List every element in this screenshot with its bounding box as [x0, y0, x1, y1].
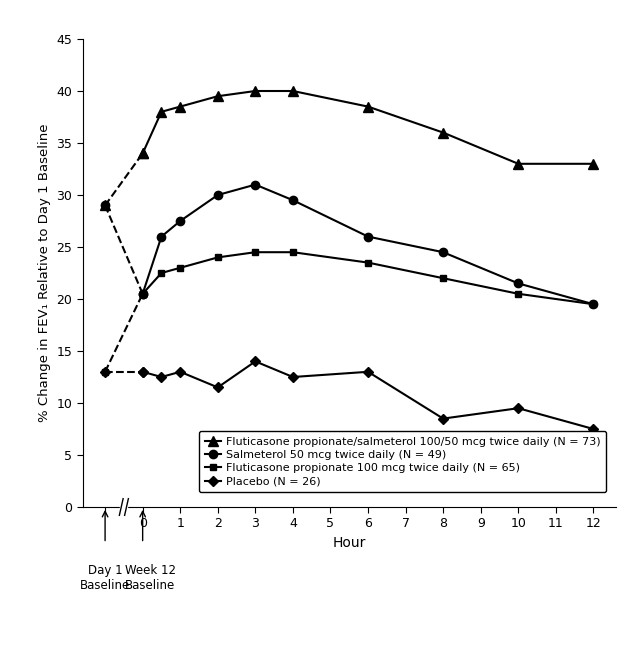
Legend: Fluticasone propionate/salmeterol 100/50 mcg twice daily (N = 73), Salmeterol 50: Fluticasone propionate/salmeterol 100/50…: [199, 431, 606, 492]
Y-axis label: % Change in FEV₁ Relative to Day 1 Baseline: % Change in FEV₁ Relative to Day 1 Basel…: [37, 124, 51, 422]
X-axis label: Hour: Hour: [333, 536, 366, 550]
Text: Week 12
Baseline: Week 12 Baseline: [124, 564, 176, 592]
Text: Day 1
Baseline: Day 1 Baseline: [80, 564, 130, 592]
